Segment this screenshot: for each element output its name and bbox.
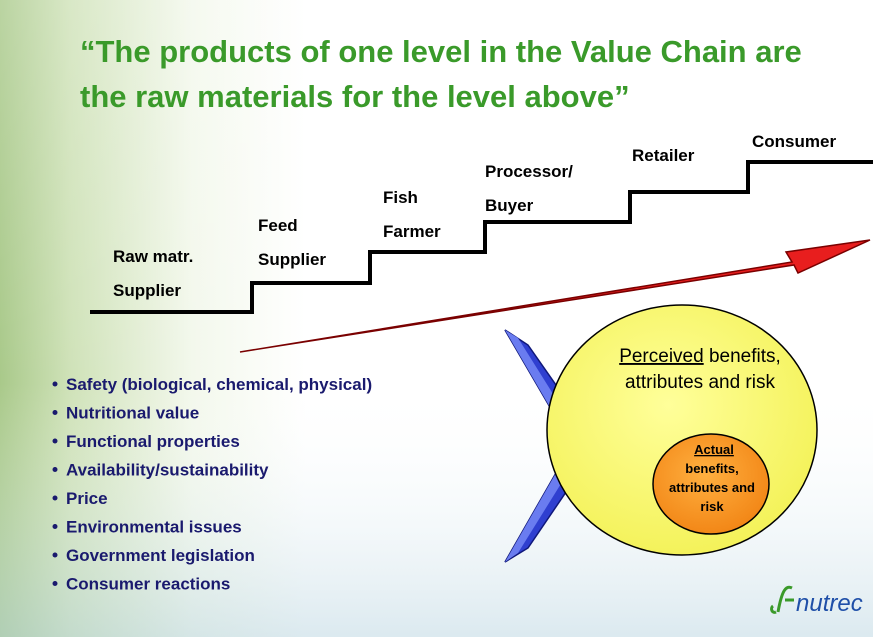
- step-label: Supplier: [113, 281, 181, 300]
- step-label: Raw matr.: [113, 247, 193, 266]
- bullet-dot: [53, 439, 58, 444]
- title-line: “The products of one level in the Value …: [80, 34, 802, 69]
- step-label: Feed: [258, 216, 298, 235]
- perceived-rest: benefits,: [709, 346, 781, 367]
- actual-line: risk: [700, 499, 724, 514]
- bullet-text: Government legislation: [66, 546, 255, 565]
- actual-line: benefits,: [685, 461, 738, 476]
- bullet-text: Environmental issues: [66, 518, 242, 537]
- bullet-text: Availability/sustainability: [66, 461, 269, 480]
- perceived-underlined: Perceived: [619, 346, 704, 367]
- bullet-dot: [53, 467, 58, 472]
- step-label: Retailer: [632, 146, 695, 165]
- bullet-text: Consumer reactions: [66, 575, 230, 594]
- bullet-text: Safety (biological, chemical, physical): [66, 375, 372, 394]
- bullet-dot: [53, 410, 58, 415]
- bullet-dot: [53, 524, 58, 529]
- step-label: Consumer: [752, 132, 836, 151]
- bullet-dot: [53, 382, 58, 387]
- step-label: Supplier: [258, 250, 326, 269]
- step-label: Farmer: [383, 222, 441, 241]
- perceived-line-1: Perceived benefits,: [619, 346, 781, 367]
- step-label: Processor/: [485, 162, 573, 181]
- step-label: Fish: [383, 188, 418, 207]
- title-line: the raw materials for the level above”: [80, 79, 630, 114]
- bullet-text: Price: [66, 489, 108, 508]
- bullet-text: Nutritional value: [66, 404, 199, 423]
- perceived-line-2: attributes and risk: [625, 372, 775, 393]
- bullet-dot: [53, 496, 58, 501]
- bullet-dot: [53, 553, 58, 558]
- logo: nutrec: [796, 590, 863, 617]
- slide: “The products of one level in the Value …: [0, 0, 873, 637]
- bullet-text: Functional properties: [66, 432, 240, 451]
- actual-line: attributes and: [669, 480, 755, 495]
- bullet-dot: [53, 581, 58, 586]
- actual-underlined: Actual: [694, 442, 734, 457]
- step-label: Buyer: [485, 196, 534, 215]
